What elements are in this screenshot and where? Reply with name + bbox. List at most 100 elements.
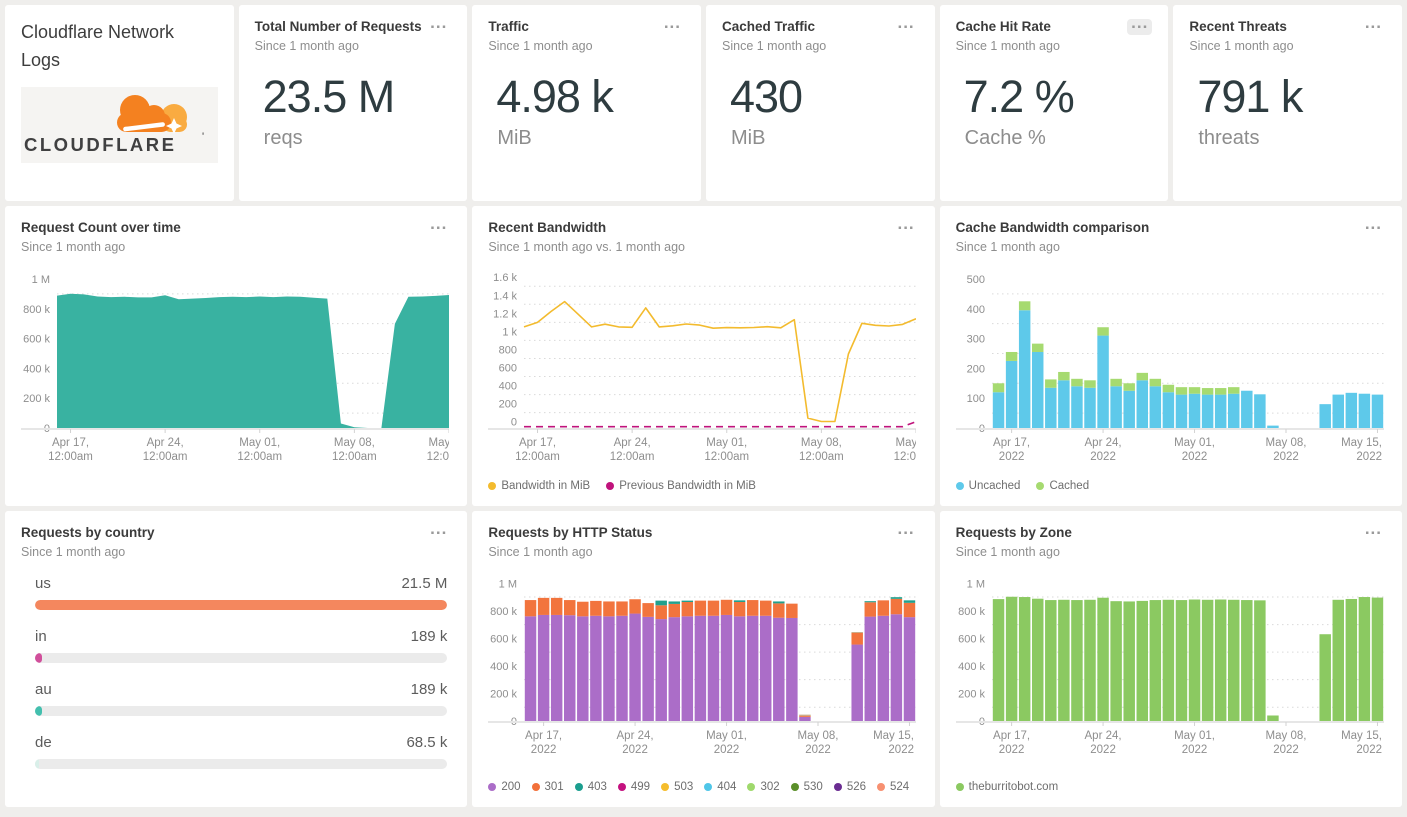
stat-unit: Cache % (964, 127, 1046, 150)
legend-item[interactable]: 403 (574, 781, 607, 793)
legend-label: Cached (1049, 480, 1090, 492)
legend-dot-icon (790, 783, 799, 791)
legend-item[interactable]: Uncached (955, 480, 1020, 492)
panel-title: Cache Hit Rate (955, 19, 1051, 34)
country-label: de (35, 733, 52, 751)
svg-text:200: 200 (966, 363, 984, 375)
panel-menu-icon[interactable]: ... (897, 214, 915, 233)
panel-menu-icon[interactable]: ... (430, 519, 448, 538)
panel-menu-icon[interactable]: ... (897, 519, 915, 538)
country-bar-fill (35, 652, 42, 663)
svg-text:100: 100 (966, 393, 984, 405)
panel-traffic: Traffic Since 1 month ago ... 4.98 k MiB (472, 5, 701, 201)
stat-unit: threats (1198, 127, 1260, 150)
legend-item[interactable]: 301 (531, 781, 564, 793)
svg-text:May 08,2022: May 08, 2022 (1265, 437, 1306, 463)
panel-title: Requests by HTTP Status (488, 525, 653, 540)
panel-recent-bandwidth: Recent Bandwidth Since 1 month ago vs. 1… (472, 206, 935, 506)
legend-item[interactable]: 302 (747, 781, 780, 793)
svg-text:1.6 k: 1.6 k (493, 272, 517, 284)
legend-dot-icon (955, 783, 964, 791)
legend-item[interactable]: 530 (790, 781, 823, 793)
stat-value: 791 k (1197, 70, 1303, 122)
panel-dashboard-header: Cloudflare Network Logs CLOUDFLARE ' (5, 5, 234, 201)
country-label: au (35, 680, 52, 698)
country-bar-track (35, 758, 448, 769)
stat-unit: reqs (263, 127, 303, 150)
legend-label: 499 (630, 781, 651, 793)
panel-menu-icon[interactable]: ... (1364, 519, 1382, 538)
panel-subtitle: Since 1 month ago (488, 38, 593, 53)
legend-item[interactable]: 499 (617, 781, 651, 793)
legend-label: Previous Bandwidth in MiB (619, 480, 756, 492)
panel-menu-icon[interactable]: ... (430, 13, 448, 32)
svg-text:1 M: 1 M (32, 274, 50, 286)
panel-menu-icon[interactable]: ... (430, 214, 448, 233)
svg-text:May 01,2022: May 01, 2022 (1174, 730, 1215, 756)
legend-item[interactable]: 503 (661, 781, 693, 793)
legend-dot-icon (617, 783, 626, 791)
legend-item[interactable]: Bandwidth in MiB (488, 480, 590, 492)
legend-dot-icon (1036, 482, 1045, 490)
svg-text:Apr 17,2022: Apr 17, 2022 (993, 730, 1030, 756)
stat-unit: MiB (731, 127, 766, 150)
panel-title: Total Number of Requests (254, 19, 422, 34)
legend-item[interactable]: 526 (833, 781, 866, 793)
legend-label: Bandwidth in MiB (501, 480, 591, 492)
svg-text:Apr 17,2022: Apr 17, 2022 (525, 730, 562, 756)
legend-item[interactable]: theburritobot.com (955, 781, 1058, 793)
legend-item[interactable]: Cached (1036, 480, 1089, 492)
svg-text:1.4 k: 1.4 k (493, 290, 517, 302)
panel-cache-hit-rate: Cache Hit Rate Since 1 month ago ... 7.2… (939, 5, 1169, 201)
legend-label: 403 (587, 781, 607, 793)
chart-legend: 200 301 403 499 503 404 302 530 526 524 (488, 781, 918, 793)
legend-item[interactable]: Previous Bandwidth in MiB (606, 480, 756, 492)
svg-text:400: 400 (499, 380, 517, 392)
svg-text:May 08,12:00am: May 08, 12:00am (799, 437, 844, 463)
panel-menu-icon[interactable]: ... (1364, 214, 1382, 233)
panel-menu-icon[interactable]: ... (1127, 14, 1153, 35)
legend-label: 530 (803, 781, 823, 793)
svg-text:200: 200 (499, 398, 517, 410)
panel-requests-by-zone: Requests by Zone Since 1 month ago ... 1… (939, 511, 1402, 807)
legend-dot-icon (606, 482, 615, 490)
legend-dot-icon (955, 482, 964, 490)
panel-title: Requests by country (21, 525, 155, 540)
legend-item[interactable]: 404 (704, 781, 736, 793)
svg-text:400 k: 400 k (490, 661, 517, 673)
panel-title: Request Count over time (21, 220, 181, 235)
country-bar-list: us 21.5 M in 189 k au 189 k de 68.5 k (21, 575, 451, 769)
svg-text:May 01,12:00am: May 01, 12:00am (237, 437, 282, 463)
svg-text:600 k: 600 k (23, 333, 50, 345)
cloudflare-logo: CLOUDFLARE ' (21, 86, 218, 163)
legend-dot-icon (531, 783, 540, 791)
legend-dot-icon (833, 783, 842, 791)
svg-text:400 k: 400 k (23, 363, 50, 375)
country-row: in 189 k (35, 627, 448, 663)
svg-text:200 k: 200 k (958, 688, 985, 700)
country-bar-track (35, 599, 448, 610)
svg-text:1.2 k: 1.2 k (493, 308, 517, 320)
svg-text:0: 0 (511, 417, 517, 429)
svg-text:Apr 24,12:00am: Apr 24, 12:00am (143, 437, 188, 463)
legend-label: 524 (890, 781, 910, 793)
svg-text:400 k: 400 k (958, 661, 985, 673)
country-label: in (35, 627, 47, 645)
panel-menu-icon[interactable]: ... (663, 13, 681, 32)
panel-requests-by-country: Requests by country Since 1 month ago ..… (5, 511, 468, 807)
legend-dot-icon (877, 783, 886, 791)
legend-item[interactable]: 524 (877, 781, 909, 793)
panel-menu-icon[interactable]: ... (1364, 13, 1382, 32)
legend-dot-icon (488, 482, 497, 490)
panel-subtitle: Since 1 month ago (722, 38, 827, 53)
panel-menu-icon[interactable]: ... (897, 13, 915, 32)
svg-text:May 15,12:00am: May 15,12:00am (894, 437, 916, 463)
svg-text:1 M: 1 M (966, 578, 984, 590)
legend-item[interactable]: 200 (488, 781, 521, 793)
svg-text:300: 300 (966, 333, 984, 345)
stats-row: Cloudflare Network Logs CLOUDFLARE ' (5, 5, 1402, 201)
